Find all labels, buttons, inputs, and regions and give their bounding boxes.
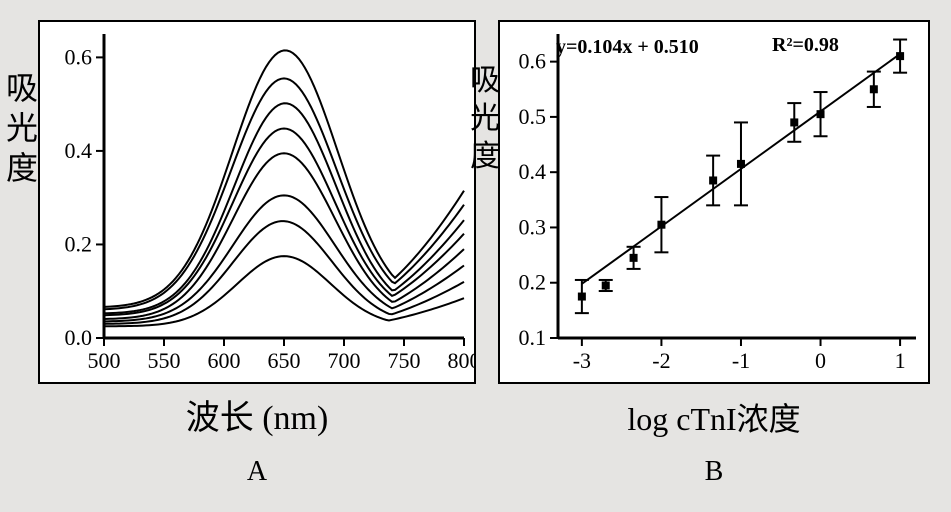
svg-text:0.2: 0.2 bbox=[65, 231, 93, 256]
panel-a-caption: A bbox=[38, 456, 476, 488]
svg-text:-1: -1 bbox=[732, 348, 750, 373]
svg-text:0.4: 0.4 bbox=[65, 138, 93, 163]
svg-text:0.6: 0.6 bbox=[65, 44, 93, 69]
svg-text:0.1: 0.1 bbox=[519, 325, 547, 350]
panel-b-ylabel-c2: 度 bbox=[470, 140, 500, 173]
panel-b-r2: R²=0.98 bbox=[772, 34, 839, 57]
svg-text:0: 0 bbox=[815, 348, 826, 373]
svg-text:0.4: 0.4 bbox=[519, 159, 547, 184]
panel-b-xlabel-latin: log cTnI bbox=[627, 401, 736, 437]
panel-a-ylabel-c1: 光 bbox=[6, 110, 38, 146]
panel-b-ylabel: 吸 光 度 bbox=[470, 62, 500, 176]
svg-text:-2: -2 bbox=[652, 348, 670, 373]
svg-text:-3: -3 bbox=[573, 348, 591, 373]
panel-b-caption: B bbox=[498, 456, 930, 488]
panel-b-xlabel: log cTnI浓度 bbox=[498, 394, 930, 440]
svg-text:0.6: 0.6 bbox=[519, 49, 547, 74]
svg-text:650: 650 bbox=[268, 348, 301, 373]
panel-b: y=0.104x + 0.510 R²=0.98 -3 -2 -1 0 1 0.1 0.2 0… bbox=[498, 20, 930, 384]
panel-a-ylabel-c0: 吸 bbox=[6, 70, 38, 106]
svg-text:1: 1 bbox=[895, 348, 906, 373]
panel-a-ylabel: 吸 光 度 bbox=[6, 68, 36, 188]
panel-b-ylabel-c1: 光 bbox=[470, 102, 500, 135]
panel-b-formula: y=0.104x + 0.510 bbox=[556, 36, 699, 59]
svg-text:600: 600 bbox=[208, 348, 241, 373]
page: 吸 光 度 5005506006507007508000.00.20.40.6 … bbox=[0, 0, 951, 512]
svg-text:0.5: 0.5 bbox=[519, 104, 547, 129]
svg-text:750: 750 bbox=[388, 348, 421, 373]
panel-a-xlabel: 波长 (nm) bbox=[38, 390, 476, 439]
panel-b-ylabel-c0: 吸 bbox=[470, 64, 500, 97]
svg-text:550: 550 bbox=[148, 348, 181, 373]
panel-b-plot: -3 -2 -1 0 1 0.1 0.2 0.3 0.4 0.5 0.6 bbox=[500, 22, 928, 382]
panel-a-plot: 500 550 600 650 700 750 800 0.0 0.2 0.4 0.6 bbox=[40, 22, 474, 382]
panel-a: 500 550 600 650 700 750 800 0.0 0.2 0.4 0.6 bbox=[38, 20, 476, 384]
svg-text:0.0: 0.0 bbox=[65, 325, 93, 350]
panel-b-xlabel-cjk: 浓度 bbox=[737, 401, 801, 437]
svg-text:700: 700 bbox=[328, 348, 361, 373]
panel-a-ylabel-c2: 度 bbox=[6, 150, 38, 186]
svg-text:500: 500 bbox=[88, 348, 121, 373]
svg-text:0.2: 0.2 bbox=[519, 270, 547, 295]
svg-text:800: 800 bbox=[448, 348, 475, 373]
svg-text:0.3: 0.3 bbox=[519, 214, 547, 239]
